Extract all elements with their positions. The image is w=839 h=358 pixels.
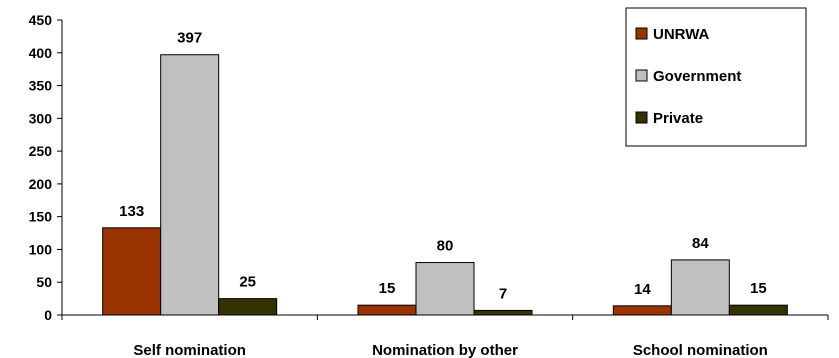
x-category-label: Nomination by other [372,342,518,358]
bar-unrwa-1 [102,227,162,316]
y-tick-label: 350 [29,78,53,94]
data-label: 133 [119,203,144,220]
data-label: 15 [750,280,767,297]
bar-unrwa-2 [357,304,417,316]
legend-swatch [635,69,648,82]
y-tick-label: 400 [29,45,53,61]
bar-government-2 [415,262,475,316]
legend-entry: Private [653,110,703,127]
y-tick-label: 0 [44,307,52,323]
chart-axes: 0 50 100 150 200 250 300 350 400 450 [29,12,829,323]
bar-government-3 [670,259,730,316]
y-tick-label: 300 [29,110,53,126]
y-tick-label: 100 [29,241,53,257]
data-label: 25 [239,274,256,291]
bar-private-2 [473,309,533,316]
data-label: 15 [379,280,396,297]
bar-private-1 [218,298,278,316]
data-label: 80 [437,238,454,255]
legend-swatch [635,27,648,40]
x-category-label: School nomination [633,342,768,358]
x-category-label: Self nomination [133,342,246,358]
y-tick-label: 200 [29,176,53,192]
bar-government-1 [160,54,220,316]
bar-private-3 [728,304,788,316]
legend-entry: Government [653,68,741,85]
y-tick-label: 250 [29,143,53,159]
data-label: 7 [499,285,507,302]
legend-entry: UNRWA [653,26,710,43]
y-tick-label: 150 [29,209,53,225]
bar-unrwa-3 [612,305,672,316]
data-label: 397 [177,30,202,47]
legend: UNRWA Government Private [625,7,807,147]
legend-box [625,7,807,147]
legend-swatch [635,111,648,124]
data-label: 14 [634,281,651,298]
y-tick-label: 50 [36,274,52,290]
data-label: 84 [692,235,709,252]
chart-labels: 133 397 25 Self nomination 15 80 7 Nomination b… [119,30,768,358]
chart-bars [102,54,788,316]
y-tick-label: 450 [29,12,53,28]
